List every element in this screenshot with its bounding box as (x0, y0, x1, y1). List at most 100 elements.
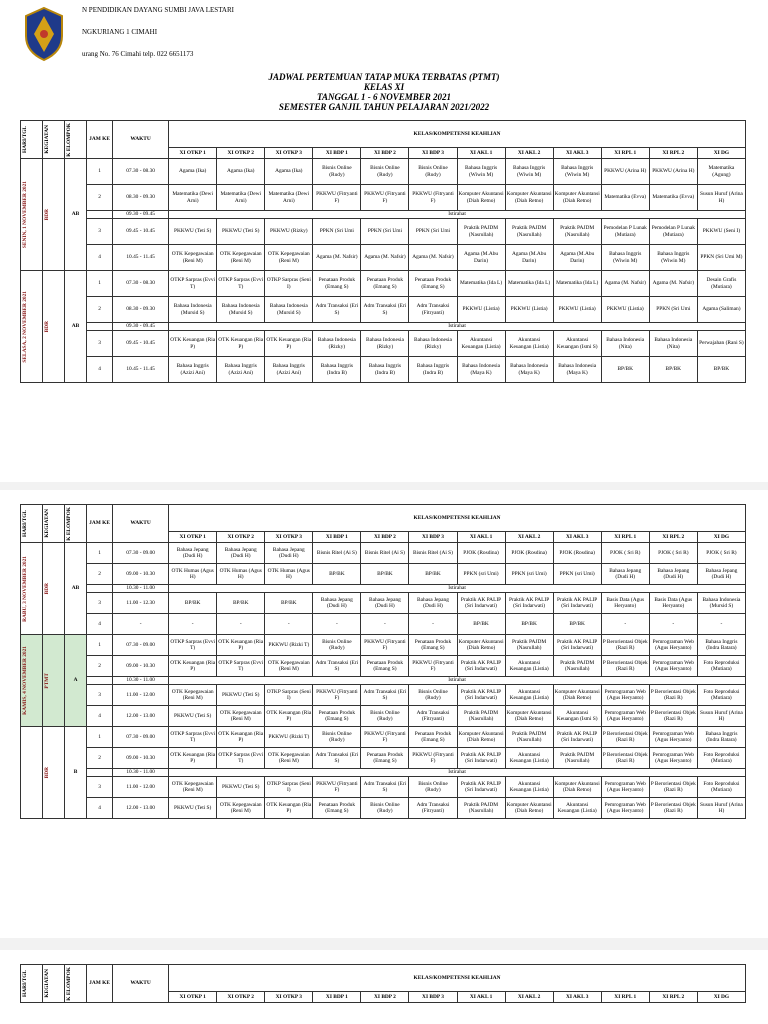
subject-cell: Agama (Saliman) (696, 296, 747, 323)
kelompok-cell: AB (64, 270, 88, 383)
subject-cell: PPKN (Sri Umi (312, 218, 362, 245)
waktu-cell: 07.30 - 09.00 (112, 726, 170, 748)
waktu-cell: 10.30 - 11.00 (112, 768, 170, 777)
subject-cell: Praktik AK PALIP (Sri Indarwati) (456, 655, 506, 677)
subject-cell: Bisnis Online (Rudy) (408, 684, 458, 706)
jam-cell (86, 676, 114, 685)
subject-cell: Matematika (Agung) (696, 158, 747, 185)
subject-cell: OTKP Sarpras (Seni I) (264, 270, 314, 297)
subject-cell: PKKWU (Listia) (600, 296, 650, 323)
subject-cell: Komputer Akuntansi (Diah Retno) (552, 184, 602, 211)
waktu-cell: 09.00 - 10.30 (112, 655, 170, 677)
day-cell: SENIN, 1 NOVEMBER 2021 (19, 158, 44, 271)
waktu-cell: 07.30 - 09.00 (112, 634, 170, 656)
subject-cell: Pemrograman Web (Agus Heryanto) (648, 747, 698, 769)
waktu-cell: 07.30 - 08.30 (112, 270, 170, 297)
jam-column-header: JAM KE (86, 120, 114, 159)
subject-cell: Agama (M.Abu Darin) (552, 244, 602, 271)
class-header-9: XI AKL 3 (552, 147, 602, 159)
jam-cell: 4 (86, 244, 114, 271)
subject-cell: Penataan Produk (Emang S) (360, 270, 410, 297)
jam-column-header: JAM KE (86, 964, 114, 1003)
class-header-4: XI BDP 1 (312, 147, 362, 159)
subject-cell: Foto Reproduksi (Mutiara) (696, 747, 747, 769)
subject-cell: Matematika (Ida L) (552, 270, 602, 297)
subject-cell: PJOK ( Sri R) (600, 542, 650, 564)
subject-cell: PKKWU (Rizki T) (264, 726, 314, 748)
waktu-column-header: WAKTU (112, 964, 170, 1003)
waktu-column-header: WAKTU (112, 120, 170, 159)
title-line-4: SEMESTER GANJIL TAHUN PELAJARAN 2021/202… (278, 102, 490, 112)
schedule-row: 4- - - - - - - BP/BK BP/BK BP/BK - - - (21, 613, 747, 635)
subject-cell: Praktik AK PALIP (Sri Indarwati) (552, 634, 602, 656)
schedule-row: 4 10.45 - 11.45 OTK Kepegawaian (Reni M) OT… (21, 244, 747, 271)
subject-cell: OTKP Sarpras (Evvi T) (216, 655, 266, 677)
schedule-row: 2 08.30 - 09.30 Matematika (Dewi Arni) Mate… (21, 184, 747, 211)
schedule-row: 3 11.00 - 12.30 BP/BK BP/BK BP/BK Bahasa Jepa… (21, 592, 747, 614)
subject-cell: Foto Reproduksi (Mutiara) (696, 776, 747, 798)
letterhead: N PENDIDIKAN DAYANG SUMBI JAVA LESTARI N… (22, 0, 442, 80)
subject-cell: Agama (M. Nafsir) (360, 244, 410, 271)
subject-cell: - (216, 613, 266, 635)
subject-cell: OTK Keuangan (Ria P) (168, 330, 218, 357)
subject-cell: Matematika (Evva) (648, 184, 698, 211)
class-header-9: XI AKL 3 (552, 531, 602, 543)
kelompok-column-header: K ELOMPOK (64, 504, 88, 543)
subject-cell: PKKWU (Fitryanti F) (312, 184, 362, 211)
subject-cell: Akuntansi Keuangan (Ismi S) (552, 330, 602, 357)
kegiatan-label: BDR (44, 766, 51, 779)
waktu-cell: 11.00 - 12.30 (112, 592, 170, 614)
waktu-column-header: WAKTU (112, 504, 170, 543)
class-header-12: XI DG (696, 991, 747, 1003)
jam-cell: 2 (86, 747, 114, 769)
jam-cell: 4 (86, 797, 114, 819)
subject-cell: Bahasa Jepang (Dudi H) (696, 563, 747, 585)
day-label: RABU, 3 NOVEMBER 2021 (22, 555, 28, 622)
class-header-8: XI AKL 2 (504, 991, 554, 1003)
subject-cell: OTK Humas (Agus H) (216, 563, 266, 585)
schedule-row: SENIN, 1 NOVEMBER 2021 BDR AB 1 07.30 - 08.3… (19, 158, 747, 271)
subject-cell: Pemrograman Web (Agus Heryanto) (600, 684, 650, 706)
subject-cell: Basis Data (Agus Heryanto) (600, 592, 650, 614)
subject-cell: Agama (Ika) (264, 158, 314, 185)
subject-cell: Matematika (Evva) (600, 184, 650, 211)
jam-cell: 1 (86, 542, 114, 564)
day-label: SELASA, 2 NOVEMBER 2021 (22, 290, 28, 363)
subject-cell: Bahasa Indonesia (Nita) (648, 330, 698, 357)
subject-cell: Bisnis Ritel (Ai S) (360, 542, 410, 564)
subject-cell: PKKWU (Fitryanti F) (360, 184, 410, 211)
subject-cell: BP/BK (360, 563, 410, 585)
kelompok-column-header-text: K ELOMPOK (66, 506, 73, 541)
subject-cell: Adm Transaksi (Eri S) (360, 684, 410, 706)
schedule-row: 2 09.00 - 10.30 OTK Humas (Agus H) OTK Huma… (21, 563, 747, 585)
subject-cell: Praktik AK PALIP (Sri Indarwati) (456, 747, 506, 769)
waktu-cell: 08.30 - 09.30 (112, 184, 170, 211)
subject-cell: OTK Kepegawaian (Reni M) (264, 655, 314, 677)
subject-cell: Praktik PAJDM (Nasrullah) (456, 797, 506, 819)
class-header-5: XI BDP 2 (360, 531, 410, 543)
subject-cell: PJOK (Rosdina) (456, 542, 506, 564)
schedule-page-2: HARI/TGL KEGIATAN K ELOMPOK JAM KE WAKTU KELA… (0, 490, 768, 938)
subject-cell: Akuntansi Keuangan (Listia) (456, 330, 506, 357)
schedule-row: 4 12.00 - 13.00 PKKWU (Teti S) OTK Kepegawa… (21, 797, 747, 819)
letterhead-line-2: NGKURIANG 1 CIMAHI (82, 28, 158, 36)
subject-cell: Matematika (Dewi Arni) (264, 184, 314, 211)
schedule-row: 3 09.45 - 10.45 OTK Keuangan (Ria P) OTK Ke… (21, 330, 747, 357)
subject-cell: - (168, 613, 218, 635)
subject-cell: Bisnis Online (Rudy) (312, 634, 362, 656)
subject-cell: Agama (M. Nafsir) (600, 270, 650, 297)
subject-cell: OTK Keuangan (Ria P) (168, 747, 218, 769)
waktu-cell: - (112, 613, 170, 635)
subject-cell: Bahasa Jepang (Dudi H) (600, 563, 650, 585)
jam-cell: 3 (86, 218, 114, 245)
subject-cell: Desain Grafis (Mutiara) (696, 270, 747, 297)
subject-cell: - (600, 613, 650, 635)
subject-cell: BP/BK (696, 356, 747, 383)
subject-cell: PPKN (Sri Umi (648, 296, 698, 323)
subject-cell: BP/BK (168, 592, 218, 614)
class-header-11: XI RPL 2 (648, 147, 698, 159)
class-header-11: XI RPL 2 (648, 531, 698, 543)
hari-column-header: HARI/TGL (19, 964, 44, 1003)
subject-cell: Pemodelan P Lunak (Mutiara) (648, 218, 698, 245)
schedule-row: BDR B 1 07.30 - 09.00 OTKP Sarpras (Evvi T) O… (19, 726, 747, 819)
